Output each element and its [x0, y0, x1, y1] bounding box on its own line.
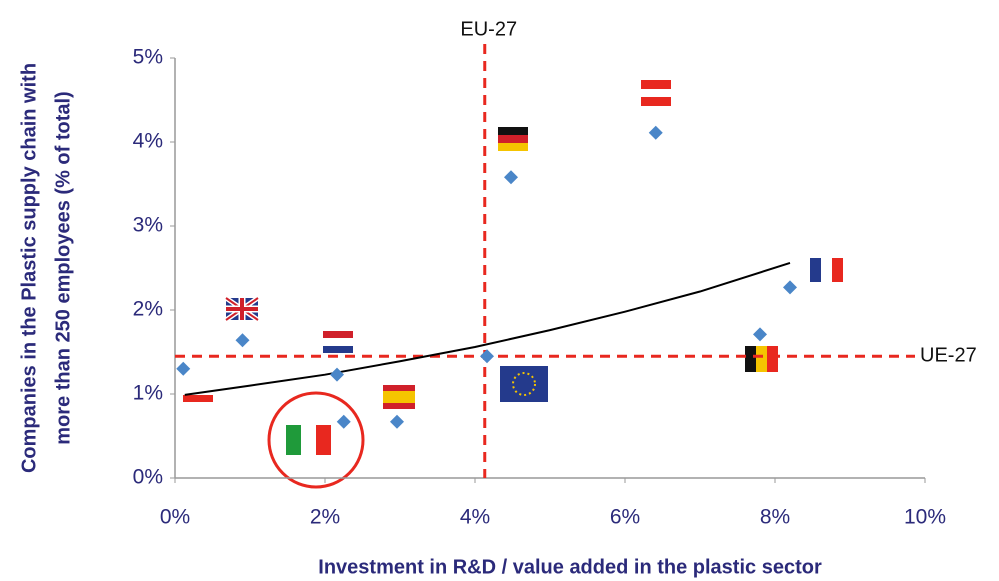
flag-netherlands	[323, 331, 353, 353]
flag-belgium	[745, 346, 778, 372]
flag-spain	[383, 385, 415, 409]
point	[783, 280, 797, 295]
x-tick-label: 10%	[904, 506, 946, 529]
point	[753, 327, 767, 342]
flag-poland	[183, 388, 213, 402]
reference-label: EU-27	[460, 18, 517, 40]
point	[480, 349, 494, 364]
y-axis-title: Companies in the Plastic supply chain wi…	[18, 63, 40, 473]
x-tick-label: 8%	[760, 506, 790, 529]
flags	[183, 80, 843, 489]
x-axis-title: Investment in R&D / value added in the p…	[318, 556, 822, 578]
point	[336, 414, 351, 429]
y-tick-label: 0%	[133, 466, 163, 489]
point	[390, 414, 404, 429]
reference-label: UE-27	[920, 344, 977, 366]
trend-line	[184, 262, 791, 396]
y-tick-label: 4%	[133, 130, 163, 153]
point	[648, 125, 663, 140]
point	[330, 367, 344, 382]
y-tick-label: 1%	[133, 382, 163, 405]
y-tick-label: 3%	[133, 214, 163, 237]
x-tick-label: 4%	[460, 506, 490, 529]
point	[176, 361, 191, 376]
y-axis-title: more than 250 employees (% of total)	[52, 91, 74, 444]
flag-france	[810, 258, 843, 282]
y-tick-label: 2%	[133, 298, 163, 321]
flag-uk	[224, 295, 260, 323]
x-tick-label: 0%	[160, 506, 190, 529]
y-tick-label: 5%	[133, 46, 163, 69]
point	[235, 333, 250, 348]
point	[504, 170, 518, 185]
x-tick-label: 2%	[310, 506, 340, 529]
flag-germany	[498, 127, 528, 151]
flag-eu	[500, 366, 548, 402]
flag-austria	[641, 80, 671, 106]
x-tick-label: 6%	[610, 506, 640, 529]
flag-italy	[267, 391, 365, 489]
